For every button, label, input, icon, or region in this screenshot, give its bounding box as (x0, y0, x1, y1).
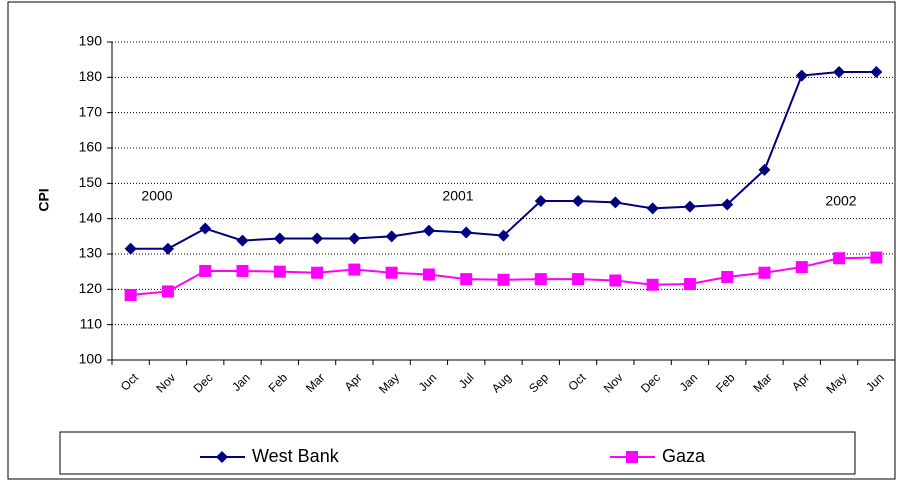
y-tick-label: 120 (79, 280, 103, 296)
marker (385, 230, 398, 243)
x-tick-label: May (824, 370, 850, 396)
marker (833, 252, 846, 265)
marker (609, 274, 622, 287)
chart-frame (7, 1, 896, 480)
y-tick-label: 180 (79, 68, 103, 84)
x-tick-label: Jun (863, 370, 887, 394)
marker (795, 69, 808, 82)
marker (721, 270, 734, 283)
x-tick-label: Feb (266, 370, 291, 395)
y-tick-label: 150 (79, 174, 103, 190)
x-tick-label: Dec (191, 370, 216, 395)
annotation: 2000 (141, 188, 172, 204)
marker (311, 266, 324, 279)
x-tick-label: Oct (118, 370, 142, 394)
marker (534, 195, 547, 207)
marker (497, 273, 510, 286)
marker (460, 273, 473, 286)
x-tick-label: Mar (303, 370, 328, 395)
x-tick-label: Jun (416, 370, 440, 394)
legend-label: West Bank (252, 446, 340, 466)
marker (199, 264, 212, 277)
marker (683, 200, 696, 213)
x-tick-label: Jul (456, 370, 477, 391)
marker (572, 273, 585, 286)
marker (422, 224, 435, 237)
x-tick-label: Aug (489, 370, 514, 395)
x-tick-label: Mar (750, 370, 775, 395)
marker (311, 232, 324, 245)
y-tick-label: 160 (79, 139, 103, 155)
marker (348, 232, 361, 245)
marker (646, 202, 659, 215)
x-tick-label: Jan (677, 370, 701, 394)
marker (870, 251, 883, 264)
marker (124, 288, 137, 301)
marker (833, 66, 846, 79)
marker (460, 226, 473, 239)
y-tick-label: 190 (79, 33, 103, 49)
marker (626, 451, 638, 463)
y-tick-label: 110 (80, 315, 103, 331)
marker (236, 234, 249, 247)
marker (273, 232, 286, 245)
marker (236, 264, 249, 277)
x-tick-label: Apr (789, 370, 812, 393)
marker (758, 163, 771, 176)
x-tick-label: Sep (526, 370, 551, 395)
x-tick-label: Jan (229, 370, 253, 394)
y-tick-label: 130 (79, 245, 103, 261)
legend-label: Gaza (662, 446, 706, 466)
x-tick-label: Nov (153, 370, 178, 395)
marker (497, 229, 510, 242)
marker (385, 266, 398, 279)
annotation: 2002 (825, 193, 856, 209)
marker (124, 242, 137, 255)
marker (534, 273, 547, 286)
marker (422, 268, 435, 281)
x-tick-label: Apr (342, 370, 365, 393)
marker (348, 263, 361, 276)
x-tick-label: Dec (638, 370, 663, 395)
y-tick-label: 170 (79, 103, 103, 119)
marker (199, 222, 212, 235)
marker (572, 195, 585, 207)
marker (646, 278, 659, 291)
marker (870, 66, 883, 79)
y-tick-label: 140 (79, 209, 103, 225)
y-tick-label: 100 (79, 351, 103, 367)
marker (609, 196, 622, 209)
legend-box (59, 431, 856, 475)
x-tick-label: Oct (565, 370, 589, 394)
marker (161, 242, 174, 255)
y-axis-label: CPI (36, 188, 52, 211)
annotation: 2001 (442, 188, 473, 204)
marker (795, 261, 808, 274)
marker (721, 198, 734, 211)
x-tick-label: Feb (713, 370, 738, 395)
series-line (130, 71, 877, 250)
marker (216, 451, 228, 463)
marker (683, 278, 696, 291)
x-tick-label: May (376, 370, 402, 396)
marker (273, 265, 286, 278)
marker (758, 266, 771, 279)
x-tick-label: Nov (601, 370, 626, 395)
marker (161, 285, 174, 298)
